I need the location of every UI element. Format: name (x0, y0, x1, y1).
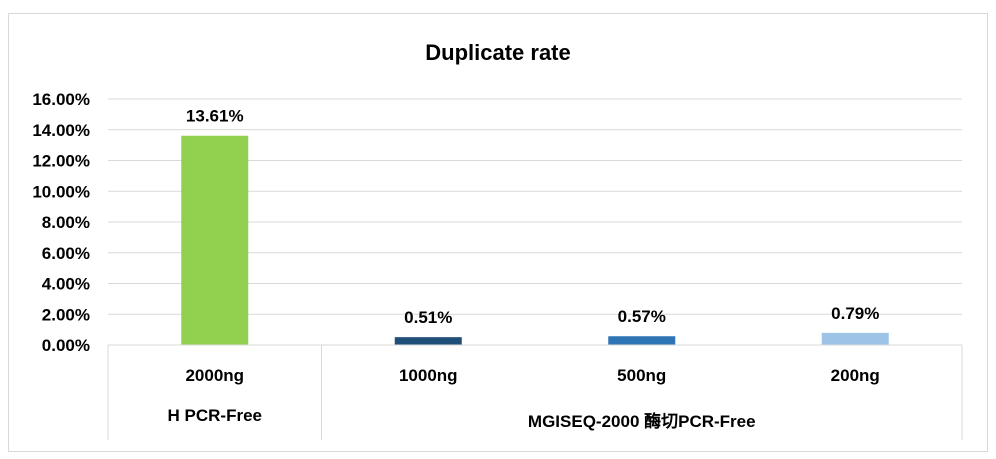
y-tick-label: 14.00% (32, 121, 90, 140)
x-tick-label: 1000ng (399, 366, 458, 385)
group-label: MGISEQ-2000 酶切PCR-Free (528, 411, 756, 431)
x-tick-label: 500ng (617, 366, 666, 385)
bars (181, 135, 889, 345)
x-tick-label: 200ng (831, 366, 880, 385)
y-tick-label: 6.00% (42, 244, 90, 263)
y-tick-label: 10.00% (32, 182, 90, 201)
y-tick-label: 2.00% (42, 305, 90, 324)
y-tick-label: 0.00% (42, 336, 90, 355)
y-tick-label: 8.00% (42, 213, 90, 232)
data-label: 13.61% (186, 107, 244, 126)
data-label: 0.51% (404, 308, 452, 327)
group-label: H PCR-Free (168, 406, 262, 425)
x-axis: 2000ng 1000ng 500ng 200ng (108, 344, 962, 385)
y-tick-label: 12.00% (32, 152, 90, 171)
y-tick-label: 4.00% (42, 275, 90, 294)
chart-frame (8, 13, 988, 452)
data-label: 0.79% (831, 304, 879, 323)
value-labels: 13.61% 0.51% 0.57% 0.79% (186, 107, 879, 327)
bar (821, 332, 889, 345)
y-axis-ticks: 0.00% 2.00% 4.00% 6.00% 8.00% 10.00% 12.00% 14.… (32, 90, 90, 355)
chart-title: Duplicate rate (425, 40, 571, 65)
y-tick-label: 16.00% (32, 90, 90, 109)
x-tick-label: 2000ng (185, 366, 244, 385)
data-label: 0.57% (618, 307, 666, 326)
category-groups: H PCR-Free MGISEQ-2000 酶切PCR-Free (107, 345, 963, 440)
bar (608, 336, 676, 345)
bar (181, 135, 249, 345)
bar (394, 337, 462, 345)
